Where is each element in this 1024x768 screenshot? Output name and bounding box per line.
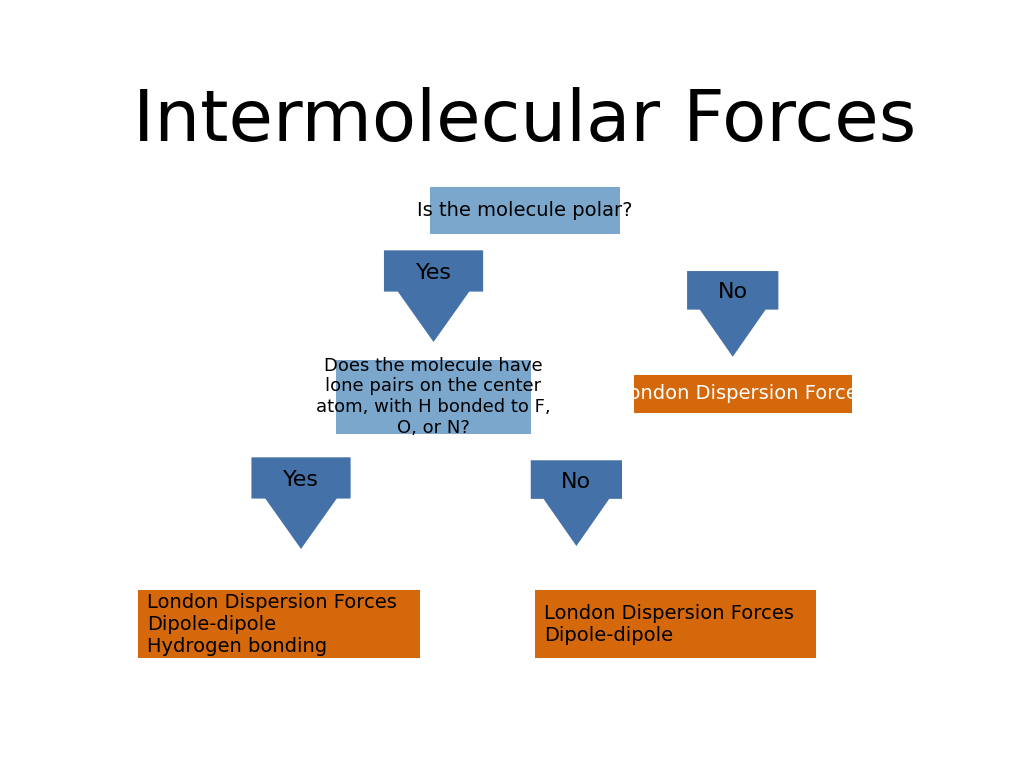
FancyBboxPatch shape [430, 187, 620, 234]
FancyBboxPatch shape [535, 591, 816, 658]
Text: Is the molecule polar?: Is the molecule polar? [417, 201, 633, 220]
Text: No: No [718, 283, 748, 303]
Text: London Dispersion Forces
Dipole-dipole: London Dispersion Forces Dipole-dipole [544, 604, 795, 645]
Polygon shape [687, 271, 778, 357]
Polygon shape [384, 250, 483, 342]
Text: London Dispersion Forces: London Dispersion Forces [618, 384, 868, 403]
Text: Intermolecular Forces: Intermolecular Forces [133, 88, 916, 156]
Polygon shape [530, 460, 622, 546]
Text: London Dispersion Forces
Dipole-dipole
Hydrogen bonding: London Dispersion Forces Dipole-dipole H… [147, 593, 397, 656]
FancyBboxPatch shape [336, 359, 530, 434]
Text: Yes: Yes [416, 263, 452, 283]
FancyBboxPatch shape [634, 375, 852, 413]
Text: No: No [561, 472, 592, 492]
Polygon shape [252, 457, 350, 549]
FancyBboxPatch shape [138, 591, 420, 658]
Text: Yes: Yes [283, 470, 319, 490]
Text: Does the molecule have
lone pairs on the center
atom, with H bonded to F,
O, or : Does the molecule have lone pairs on the… [316, 356, 551, 437]
